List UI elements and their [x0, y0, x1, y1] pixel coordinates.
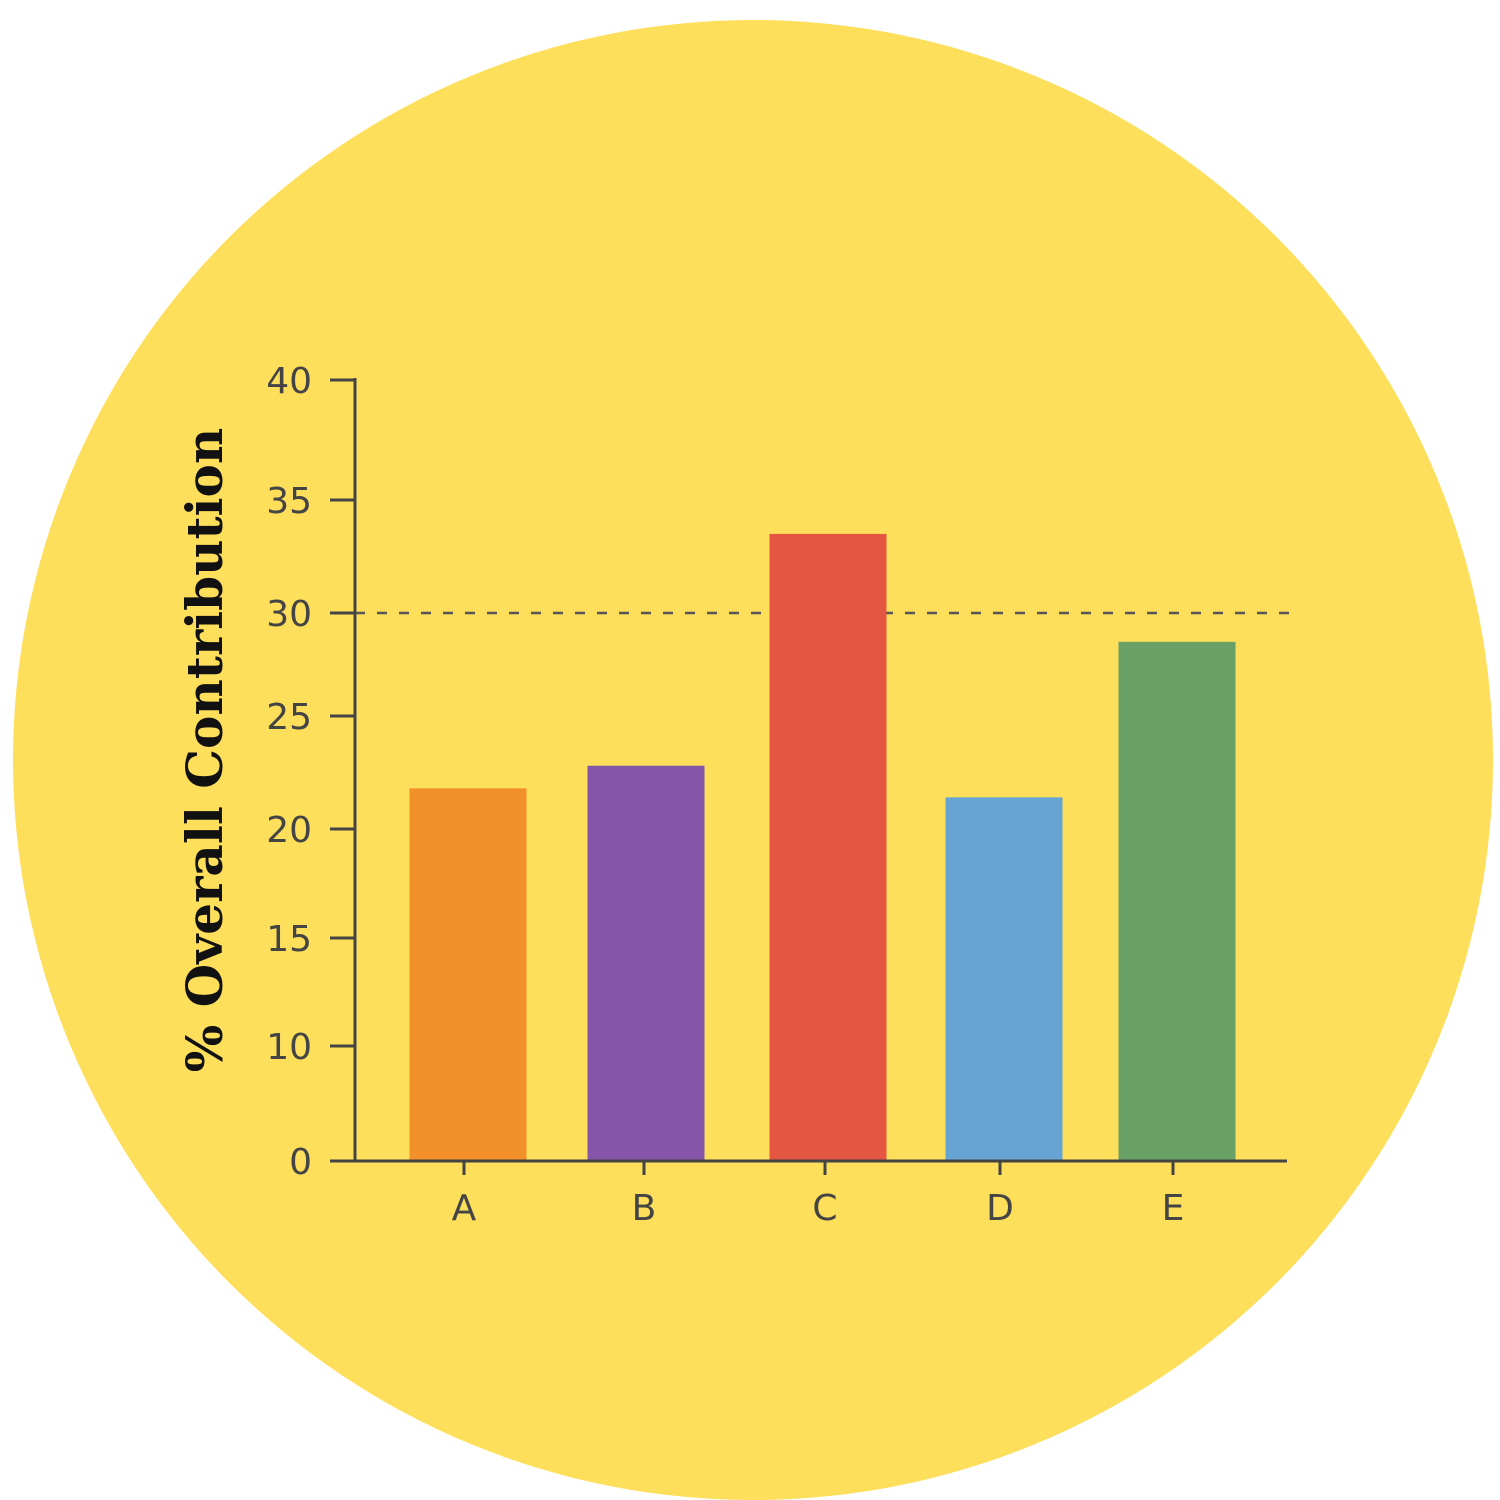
bar-D [945, 797, 1063, 1161]
y-tick-label: 15 [266, 919, 312, 960]
y-tick-label: 20 [266, 810, 312, 851]
y-axis-label: % Overall Contribution [175, 428, 234, 1073]
x-tick-label: B [632, 1188, 657, 1229]
x-tick-label: C [812, 1188, 837, 1229]
x-tick-label: E [1162, 1188, 1185, 1229]
x-tick-label: D [986, 1188, 1014, 1229]
bar-E [1118, 641, 1236, 1161]
y-tick-label: 25 [266, 697, 312, 738]
y-tick-label: 0 [289, 1142, 312, 1183]
bar-C [769, 533, 887, 1161]
bar-A [409, 788, 527, 1161]
x-tick-label: A [452, 1188, 477, 1229]
y-tick-label: 10 [266, 1027, 312, 1068]
y-tick-label: 30 [266, 594, 312, 635]
y-tick-label: 40 [266, 361, 312, 402]
bar-B [587, 765, 705, 1161]
background-circle [13, 20, 1493, 1500]
y-tick-label: 35 [266, 481, 312, 522]
